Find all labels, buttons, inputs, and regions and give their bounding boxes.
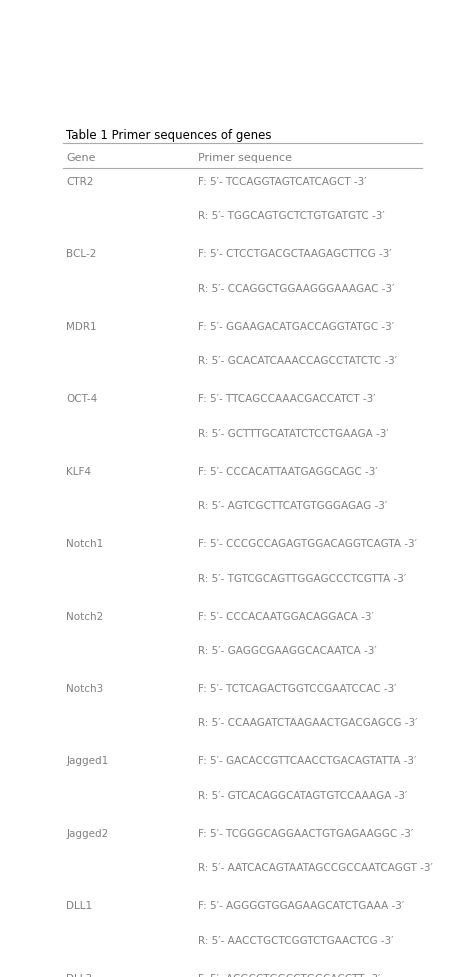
Text: Table 1 Primer sequences of genes: Table 1 Primer sequences of genes [66, 129, 272, 142]
Text: OCT-4: OCT-4 [66, 394, 98, 404]
Text: Notch3: Notch3 [66, 683, 104, 694]
Text: Gene: Gene [66, 152, 96, 162]
Text: Jagged1: Jagged1 [66, 755, 109, 766]
Text: DLL1: DLL1 [66, 901, 93, 911]
Text: F: 5′- CCCGCCAGAGTGGACAGGTCAGTA -3′: F: 5′- CCCGCCAGAGTGGACAGGTCAGTA -3′ [199, 538, 418, 548]
Text: R: 5′- TGGCAGTGCTCTGTGATGTC -3′: R: 5′- TGGCAGTGCTCTGTGATGTC -3′ [199, 211, 385, 221]
Text: R: 5′- TGTCGCAGTTGGAGCCCTCGTTA -3′: R: 5′- TGTCGCAGTTGGAGCCCTCGTTA -3′ [199, 573, 407, 583]
Text: Primer sequence: Primer sequence [199, 152, 292, 162]
Text: BCL-2: BCL-2 [66, 249, 97, 259]
Text: Notch1: Notch1 [66, 538, 104, 548]
Text: DLL3: DLL3 [66, 973, 93, 977]
Text: R: 5′- CCAGGCTGGAAGGGAAAGAC -3′: R: 5′- CCAGGCTGGAAGGGAAAGAC -3′ [199, 283, 395, 293]
Text: F: 5′- TTCAGCCAAACGACCATCT -3′: F: 5′- TTCAGCCAAACGACCATCT -3′ [199, 394, 376, 404]
Text: Notch2: Notch2 [66, 611, 104, 620]
Text: KLF4: KLF4 [66, 466, 91, 476]
Text: R: 5′- CCAAGATCTAAGAACTGACGAGCG -3′: R: 5′- CCAAGATCTAAGAACTGACGAGCG -3′ [199, 718, 418, 728]
Text: F: 5′- ACGCCTGGCCTGGCACCTT -3′: F: 5′- ACGCCTGGCCTGGCACCTT -3′ [199, 973, 381, 977]
Text: MDR1: MDR1 [66, 321, 97, 331]
Text: F: 5′- GACACCGTTCAACCTGACAGTATTA -3′: F: 5′- GACACCGTTCAACCTGACAGTATTA -3′ [199, 755, 417, 766]
Text: R: 5′- GCTTTGCATATCTCCTGAAGA -3′: R: 5′- GCTTTGCATATCTCCTGAAGA -3′ [199, 428, 389, 439]
Text: R: 5′- GAGGCGAAGGCACAATCA -3′: R: 5′- GAGGCGAAGGCACAATCA -3′ [199, 646, 377, 656]
Text: F: 5′- TCTCAGACTGGTCCGAATCCAC -3′: F: 5′- TCTCAGACTGGTCCGAATCCAC -3′ [199, 683, 397, 694]
Text: CTR2: CTR2 [66, 177, 94, 187]
Text: R: 5′- GCACATCAAACCAGCCTATCTC -3′: R: 5′- GCACATCAAACCAGCCTATCTC -3′ [199, 356, 397, 365]
Text: R: 5′- GTCACAGGCATAGTGTCCAAAGA -3′: R: 5′- GTCACAGGCATAGTGTCCAAAGA -3′ [199, 790, 408, 800]
Text: F: 5′- CCCACATTAATGAGGCAGC -3′: F: 5′- CCCACATTAATGAGGCAGC -3′ [199, 466, 378, 476]
Text: R: 5′- AACCTGCTCGGTCTGAACTCG -3′: R: 5′- AACCTGCTCGGTCTGAACTCG -3′ [199, 935, 394, 945]
Text: R: 5′- AATCACAGTAATAGCCGCCAATCAGGT -3′: R: 5′- AATCACAGTAATAGCCGCCAATCAGGT -3′ [199, 863, 433, 872]
Text: F: 5′- TCGGGCAGGAACTGTGAGAAGGC -3′: F: 5′- TCGGGCAGGAACTGTGAGAAGGC -3′ [199, 828, 414, 838]
Text: R: 5′- AGTCGCTTCATGTGGGAGAG -3′: R: 5′- AGTCGCTTCATGTGGGAGAG -3′ [199, 500, 388, 511]
Text: F: 5′- GGAAGACATGACCAGGTATGC -3′: F: 5′- GGAAGACATGACCAGGTATGC -3′ [199, 321, 394, 331]
Text: F: 5′- CTCCTGACGCTAAGAGCTTCG -3′: F: 5′- CTCCTGACGCTAAGAGCTTCG -3′ [199, 249, 392, 259]
Text: F: 5′- TCCAGGTAGTCATCAGCT -3′: F: 5′- TCCAGGTAGTCATCAGCT -3′ [199, 177, 367, 187]
Text: Jagged2: Jagged2 [66, 828, 109, 838]
Text: F: 5′- CCCACAATGGACAGGACA -3′: F: 5′- CCCACAATGGACAGGACA -3′ [199, 611, 374, 620]
Text: F: 5′- AGGGGTGGAGAAGCATCTGAAA -3′: F: 5′- AGGGGTGGAGAAGCATCTGAAA -3′ [199, 901, 405, 911]
